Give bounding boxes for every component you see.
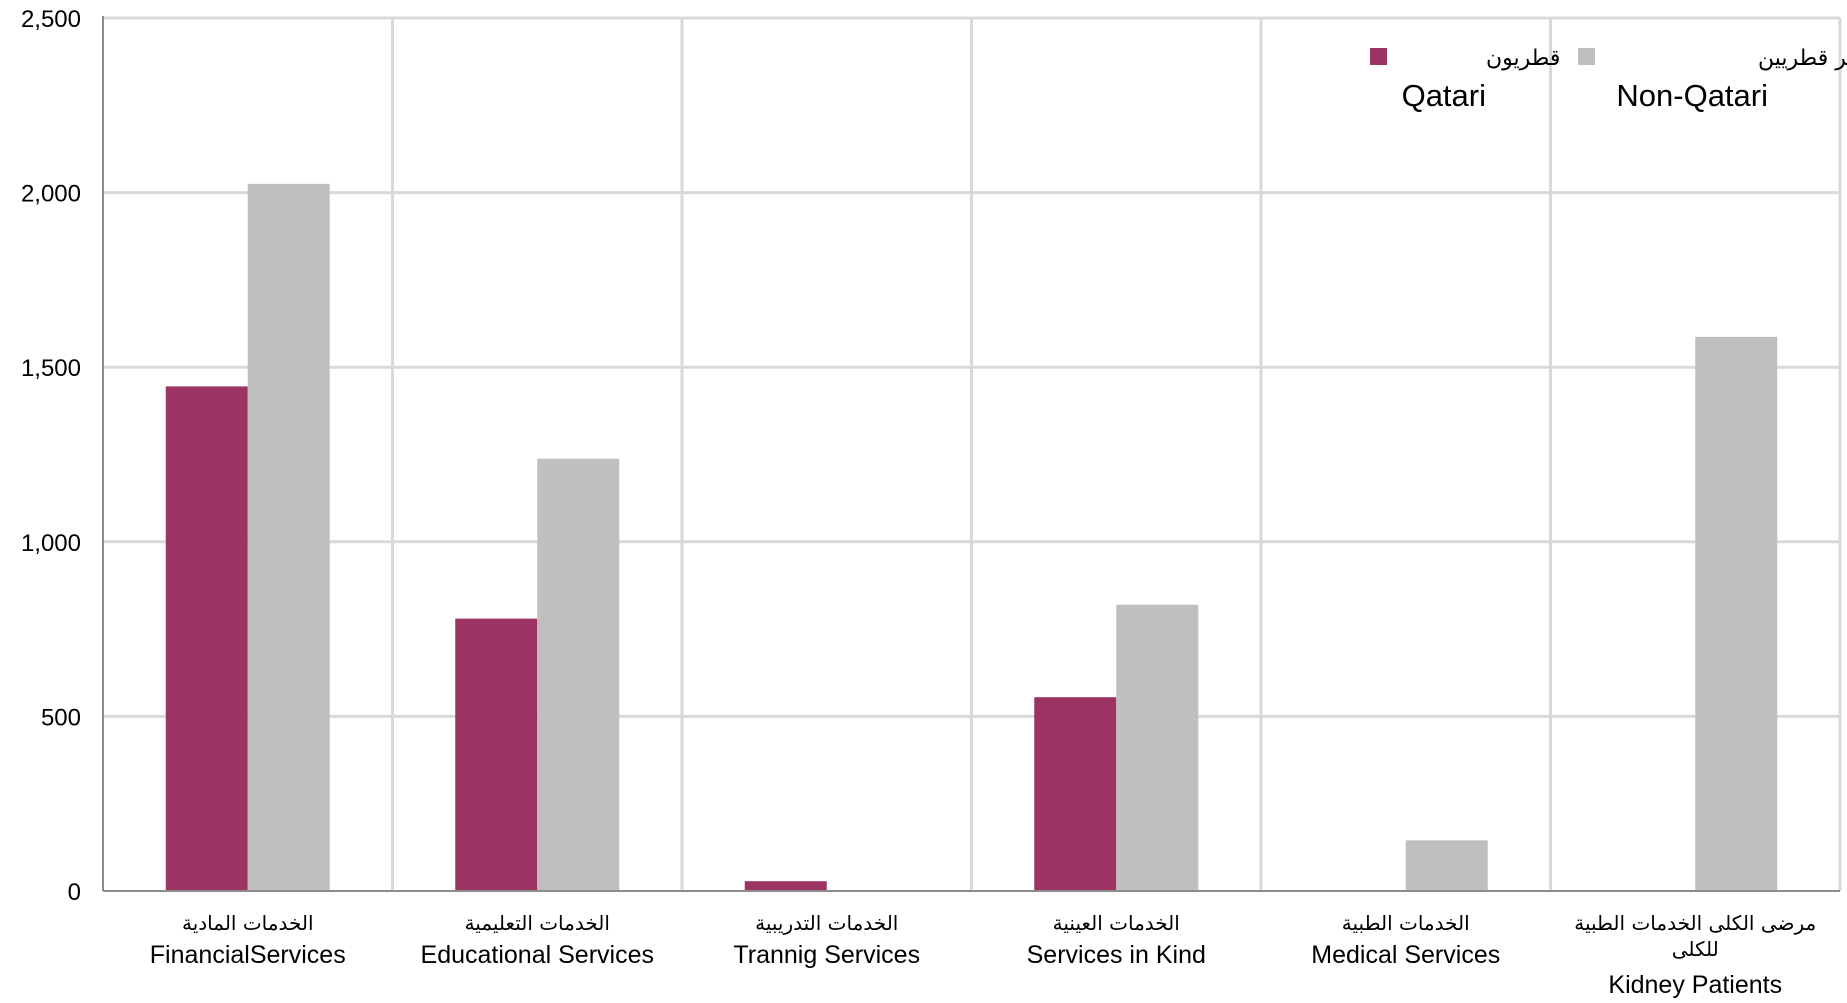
bar-qatari-0 — [165, 386, 248, 891]
grid-lines — [103, 16, 1842, 891]
category-label-ar: للكلى — [1672, 937, 1719, 961]
legend-label-non-qatari: Non-Qatari — [1616, 78, 1768, 113]
legend-label-qatari: Qatari — [1402, 78, 1486, 113]
bar-non-qatari-0 — [247, 183, 330, 891]
category-label-en: Kidney Patients — [1608, 971, 1782, 999]
bar-qatari-1 — [455, 618, 538, 891]
bars — [165, 183, 1778, 892]
y-tick-label: 1,500 — [21, 355, 81, 382]
category-label-en: Medical Services — [1311, 941, 1500, 969]
legend-label-qatari-ar: قطريون — [1486, 46, 1560, 71]
y-tick-label: 0 — [68, 879, 81, 906]
bar-qatari-2 — [744, 881, 827, 891]
bar-qatari-3 — [1034, 697, 1117, 891]
category-label-ar: الخدمات المادية — [182, 911, 314, 935]
y-tick-label: 2,500 — [21, 6, 81, 33]
y-tick-label: 2,000 — [21, 181, 81, 208]
legend: قطريون Qatari غير قطريين Non-Qatari — [1370, 46, 1847, 113]
y-tick-labels: 0 500 1,000 1,500 2,000 2,500 — [21, 6, 81, 906]
category-label-ar: مرضى الكلى الخدمات الطبية — [1574, 911, 1816, 935]
category-label-ar: الخدمات التدريبية — [755, 911, 898, 935]
category-label-en: Services in Kind — [1027, 941, 1206, 969]
category-label-ar: الخدمات الطبية — [1342, 911, 1470, 935]
category-label-en: Trannig Services — [733, 941, 920, 969]
bar-non-qatari-4 — [1405, 840, 1488, 891]
y-tick-label: 500 — [41, 704, 81, 731]
category-label-en: FinancialServices — [150, 941, 346, 969]
category-label-ar: الخدمات التعليمية — [465, 911, 610, 935]
legend-swatch-qatari — [1370, 48, 1387, 65]
bar-non-qatari-5 — [1695, 336, 1778, 892]
category-label-ar: الخدمات العينية — [1053, 911, 1180, 935]
category-labels: الخدمات المادية FinancialServices الخدمات … — [150, 911, 1816, 999]
legend-swatch-non-qatari — [1578, 48, 1595, 65]
bar-non-qatari-3 — [1116, 604, 1199, 891]
legend-label-non-qatari-ar: غير قطريين — [1758, 46, 1847, 71]
y-tick-label: 1,000 — [21, 530, 81, 557]
axes — [102, 16, 1840, 892]
category-label-en: Educational Services — [421, 941, 654, 969]
bar-non-qatari-1 — [537, 458, 620, 891]
